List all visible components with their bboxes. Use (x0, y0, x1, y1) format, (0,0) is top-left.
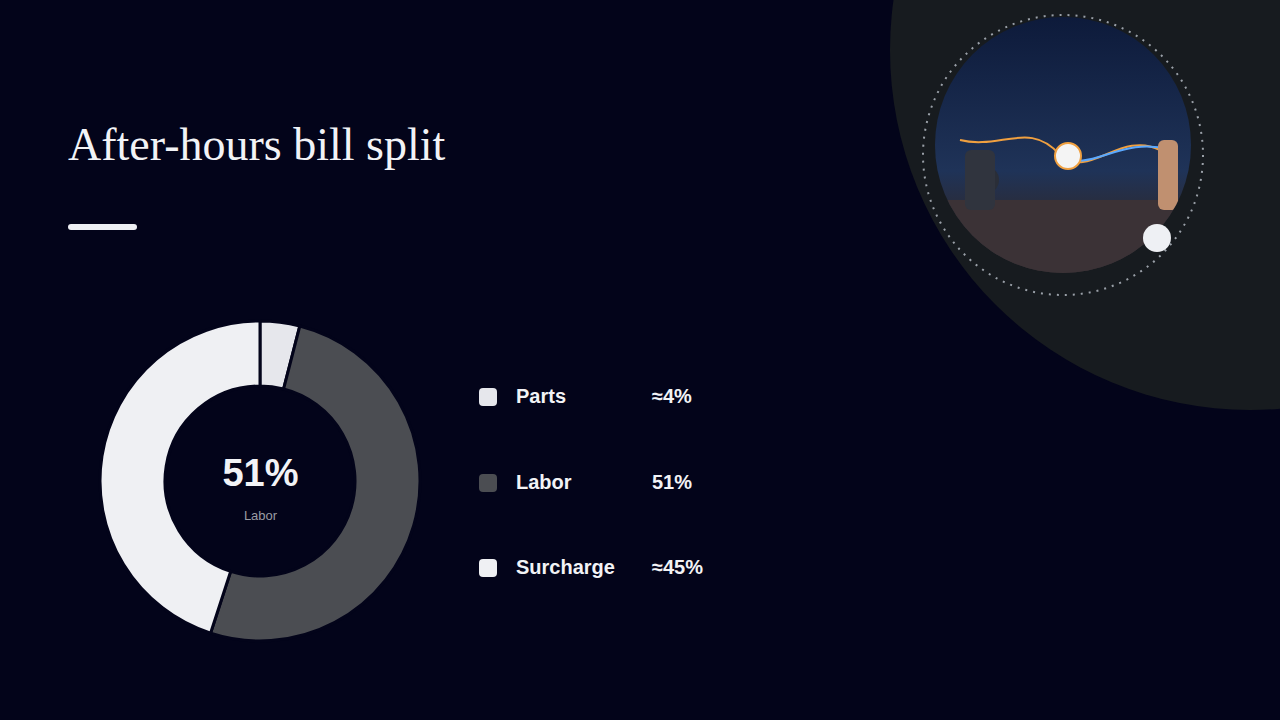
html-text:51%: 51% (652, 470, 692, 493)
html-text:≈45%: ≈45% (652, 556, 703, 578)
svg-text:51%: 51% (222, 452, 298, 494)
html-text:Surcharge: Surcharge (516, 556, 615, 578)
svg-text:Labor: Labor (244, 508, 278, 523)
html-text:≈4%: ≈4% (652, 385, 692, 407)
html-text:Parts: Parts (516, 385, 566, 407)
html-text:After-hours bill split: After-hours bill split (68, 119, 446, 170)
html-text:Labor: Labor (516, 470, 572, 493)
